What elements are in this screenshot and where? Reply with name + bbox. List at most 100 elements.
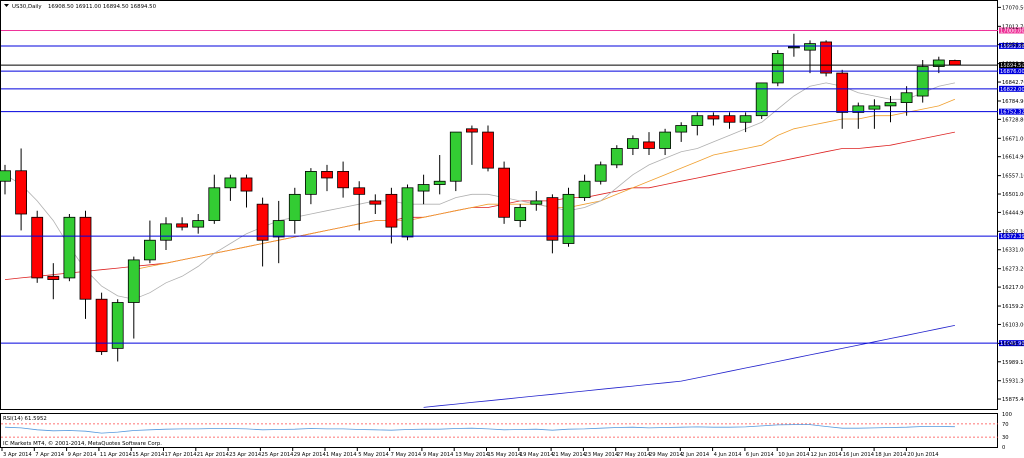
x-tick-label: 29 Apr 2014 [294,452,327,458]
x-tick-label: 3 Apr 2014 [3,452,32,458]
candle[interactable] [385,187,398,244]
candle[interactable] [643,132,655,156]
y-tick-label: 16728.80 [1002,117,1024,123]
candle[interactable] [578,174,591,201]
rsi-label: RSI(14) 61.5952 [3,416,47,422]
candle[interactable] [417,174,430,205]
candle[interactable] [272,200,285,264]
candle-body-bull [449,131,462,182]
y-tick-label: 16331.00 [1002,248,1024,254]
candle-body-bear [836,72,849,113]
candle-body-bull [788,46,800,49]
rsi-level-label: 70 [1002,422,1009,428]
candle-body-bull [192,220,205,228]
candle[interactable] [562,187,575,247]
candle[interactable] [868,99,881,129]
candle[interactable] [288,187,301,234]
candle[interactable] [111,299,124,362]
candle-body-bull [884,102,897,107]
candle-body-bull [208,187,221,221]
y-tick-label: 16614.90 [1002,155,1024,161]
candle[interactable] [143,220,156,264]
candle[interactable] [916,59,929,103]
candle[interactable] [884,96,897,123]
candle[interactable] [449,131,462,192]
candle[interactable] [15,148,28,231]
candle[interactable] [304,168,317,205]
candle[interactable] [63,214,76,282]
candle[interactable] [31,210,44,283]
candle[interactable] [691,112,704,136]
y-tick-label: 16103.00 [1002,322,1024,328]
candle[interactable] [707,112,720,126]
candle[interactable] [79,210,92,319]
copyright-text: IC Markets MT4, © 2001-2014, MetaQuotes … [3,440,162,447]
x-tick-label: 4 Jun 2014 [714,452,743,458]
candle[interactable] [353,181,366,231]
price-line-label-box [999,85,1024,92]
chart-menu-triangle-icon[interactable] [4,4,9,7]
candle[interactable] [610,145,623,169]
x-tick-label: 9 May 2014 [423,452,454,458]
candle[interactable] [321,164,333,192]
candle-body-bear [256,203,269,241]
candle-body-bull [804,43,816,51]
candle[interactable] [594,161,607,185]
x-tick-label: 9 Apr 2014 [68,452,97,458]
candle[interactable] [482,125,494,172]
candle[interactable] [949,59,961,66]
ohlc-readout: 16908.50 16911.00 16894.50 16894.50 [48,4,157,10]
candle[interactable] [546,194,559,254]
candle-body-bear [176,223,189,228]
candle[interactable] [224,174,237,201]
candle-body-bear [79,216,92,300]
x-tick-label: 18 Jun 2014 [875,452,907,458]
candle[interactable] [723,112,736,129]
candle[interactable] [369,194,382,215]
candle[interactable] [465,125,478,165]
x-tick-label: 2 Jun 2014 [681,452,710,458]
candle-body-bear [31,216,44,279]
candle[interactable] [675,122,688,142]
candle[interactable] [401,184,414,241]
candle-body-bear [498,167,511,218]
candle[interactable] [852,102,865,129]
candle[interactable] [337,161,350,198]
candle[interactable] [127,256,140,339]
y-tick-label: 17070.50 [1002,5,1024,11]
candle[interactable] [530,191,543,211]
candle[interactable] [514,204,527,228]
candle[interactable] [95,292,108,355]
candle[interactable] [256,197,269,267]
candle-body-bull [272,220,285,238]
candle[interactable] [771,50,784,87]
price-line-label: 16045.96 [1000,341,1024,347]
candle-body-bull [916,66,929,97]
candle-body-bear [723,115,736,123]
candle[interactable] [836,69,849,129]
candle-body-bull [127,259,140,303]
candle[interactable] [47,263,60,300]
x-tick-label: 11 Apr 2014 [100,452,133,458]
candle[interactable] [208,174,221,224]
candle[interactable] [788,33,800,57]
candle[interactable] [739,112,752,133]
candle-body-bull [160,223,172,241]
candle[interactable] [659,128,671,156]
candle-body-bear [949,60,961,66]
candle[interactable] [0,164,11,195]
candle[interactable] [192,214,205,234]
candle[interactable] [627,135,639,156]
candle[interactable] [498,161,511,224]
candle[interactable] [900,86,913,116]
candle[interactable] [160,217,172,251]
candle[interactable] [433,155,446,195]
candle-body-bear [321,171,333,179]
candle[interactable] [176,217,189,231]
candle[interactable] [240,174,253,208]
x-tick-label: 15 May 2014 [488,452,523,458]
y-tick-label: 16217.00 [1002,285,1024,291]
candle-body-bull [304,171,317,195]
price-line-label: 17000.00 [1000,28,1024,34]
